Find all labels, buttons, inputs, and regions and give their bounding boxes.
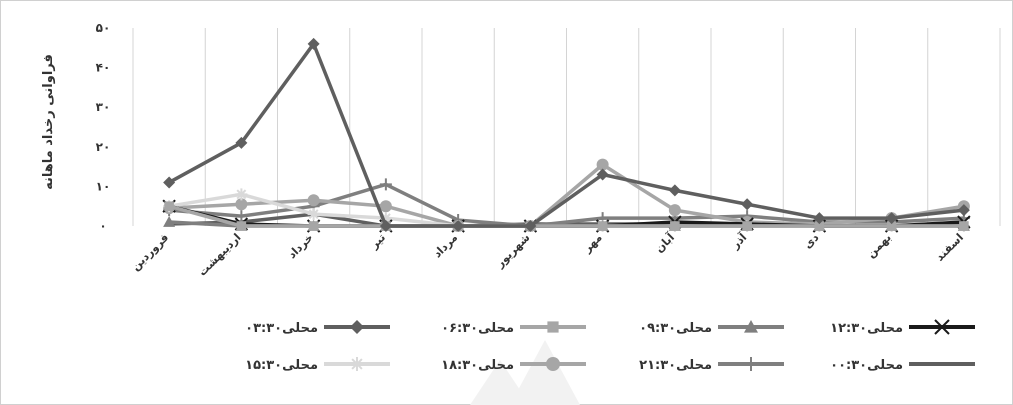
y-tick-label: ۲۰ [96,140,111,154]
y-axis-label: فراوانی رخداد ماهانه [41,54,56,190]
data-point [669,204,681,216]
legend-label: ۱۵:۳۰محلی [245,358,318,373]
data-point [598,221,608,231]
data-point [380,200,392,212]
y-tick-label: ۳۰ [96,100,111,114]
legend-label: ۰۳:۳۰محلی [245,321,318,336]
legend-label: ۱۸:۳۰محلی [441,358,514,373]
data-point [235,188,247,200]
legend-marker [350,357,364,371]
legend-marker [546,357,560,371]
legend-label: ۲۱:۳۰محلی [639,358,712,373]
data-point [308,194,320,206]
data-point [237,221,247,231]
data-point [309,221,319,231]
legend-label: ۰۹:۳۰محلی [639,321,712,336]
data-point [959,221,969,231]
legend-marker [547,321,558,332]
legend-label: ۰۰:۳۰محلی [830,358,903,373]
data-point [742,221,752,231]
y-tick-label: ۵۰ [96,21,111,35]
y-tick-label: ۱۰ [96,179,111,193]
data-point [164,201,174,211]
legend-label: ۰۶:۳۰محلی [441,321,514,336]
data-point [308,208,320,220]
data-point [670,221,680,231]
y-tick-label: ۰ [99,219,106,233]
legend-label: ۱۲:۳۰محلی [830,321,903,336]
y-tick-label: ۴۰ [96,61,111,75]
